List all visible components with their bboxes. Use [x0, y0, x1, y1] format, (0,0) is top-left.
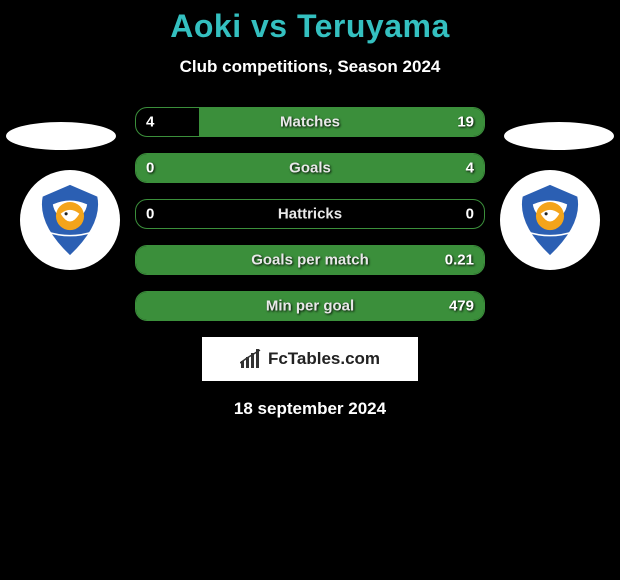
stat-label: Min per goal: [266, 298, 354, 315]
right-flag-ellipse: [504, 122, 614, 150]
stat-row-hattricks: 0 Hattricks 0: [135, 199, 485, 229]
stat-label: Goals per match: [251, 252, 369, 269]
brand-label: FcTables.com: [268, 349, 380, 369]
stat-left-value: 0: [146, 160, 154, 177]
stat-label: Goals: [289, 160, 331, 177]
stat-right-value: 19: [457, 114, 474, 131]
root: Aoki vs Teruyama Club competitions, Seas…: [0, 0, 620, 419]
stat-right-value: 0.21: [445, 252, 474, 269]
stat-label: Hattricks: [278, 206, 342, 223]
date-label: 18 september 2024: [0, 399, 620, 419]
right-team-badge: [500, 170, 600, 270]
left-flag-ellipse: [6, 122, 116, 150]
right-team-logo-icon: [511, 181, 589, 259]
stat-label: Matches: [280, 114, 340, 131]
left-team-badge: [20, 170, 120, 270]
stat-right-value: 4: [466, 160, 474, 177]
stat-right-value: 479: [449, 298, 474, 315]
stat-fill: [199, 108, 484, 136]
brand-box[interactable]: FcTables.com: [202, 337, 418, 381]
stat-left-value: 4: [146, 114, 154, 131]
stat-right-value: 0: [466, 206, 474, 223]
stat-left-value: 0: [146, 206, 154, 223]
left-team-logo-icon: [31, 181, 109, 259]
stat-row-min-per-goal: Min per goal 479: [135, 291, 485, 321]
stat-row-goals: 0 Goals 4: [135, 153, 485, 183]
stat-row-matches: 4 Matches 19: [135, 107, 485, 137]
stats-panel: 4 Matches 19 0 Goals 4 0 Hattricks 0 Goa…: [135, 107, 485, 321]
page-title: Aoki vs Teruyama: [0, 8, 620, 45]
stat-row-goals-per-match: Goals per match 0.21: [135, 245, 485, 275]
subtitle: Club competitions, Season 2024: [0, 57, 620, 77]
bar-chart-icon: [240, 349, 262, 369]
